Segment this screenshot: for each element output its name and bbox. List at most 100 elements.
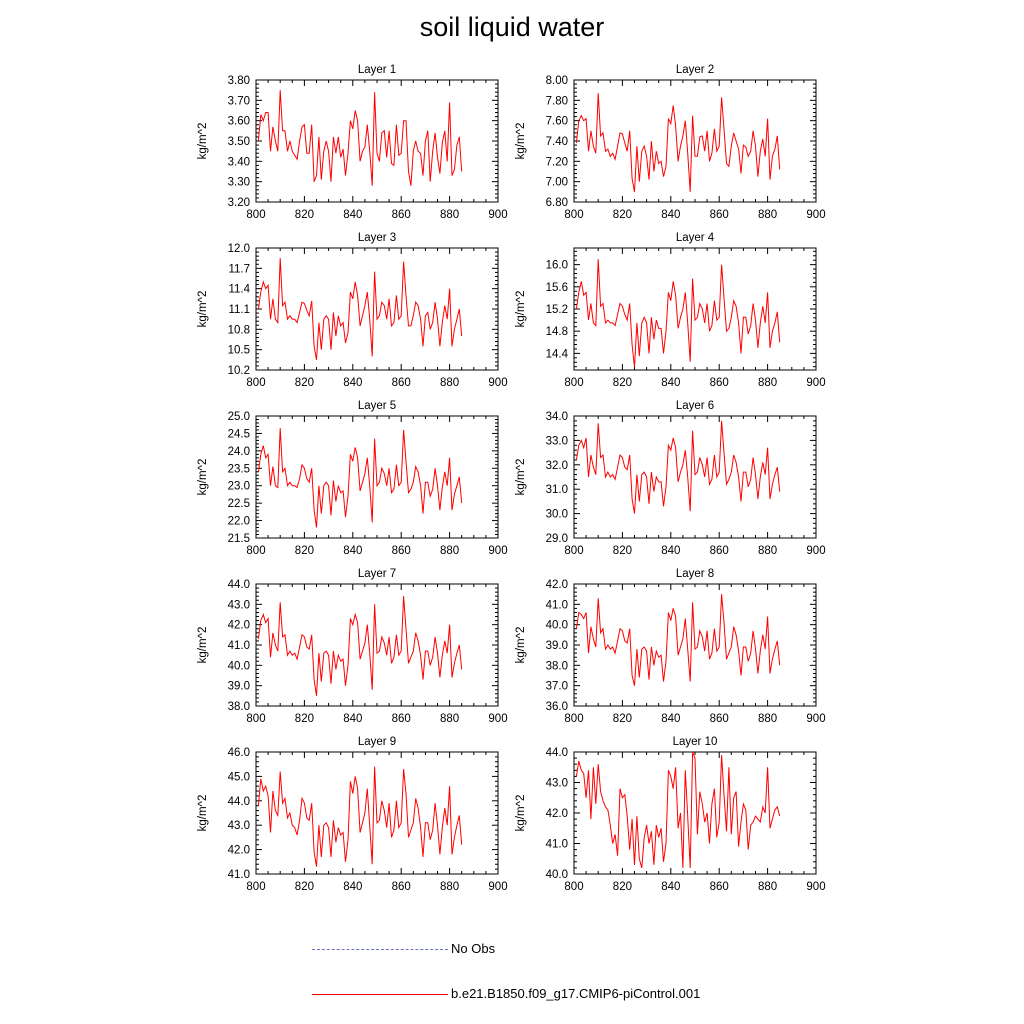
- x-tick-label: 900: [806, 209, 825, 221]
- x-tick-label: 860: [710, 377, 729, 389]
- y-axis-label: kg/m^2: [197, 795, 209, 832]
- x-tick-label: 820: [295, 545, 314, 557]
- x-tick-label: 820: [295, 881, 314, 893]
- x-tick-label: 860: [710, 881, 729, 893]
- y-tick-label: 22.5: [228, 498, 250, 510]
- series-line: [575, 259, 781, 368]
- panel-title: Layer 5: [358, 400, 396, 412]
- x-tick-label: 860: [392, 545, 411, 557]
- x-tick-label: 880: [758, 881, 777, 893]
- y-tick-label: 37.0: [546, 681, 568, 693]
- y-tick-label: 31.0: [546, 484, 568, 496]
- x-tick-label: 840: [661, 209, 680, 221]
- y-tick-label: 7.40: [546, 136, 568, 148]
- x-tick-label: 840: [343, 209, 362, 221]
- x-tick-label: 840: [661, 713, 680, 725]
- y-tick-label: 14.4: [546, 348, 569, 360]
- y-axis-label: kg/m^2: [515, 291, 527, 328]
- x-tick-label: 860: [710, 209, 729, 221]
- x-tick-label: 840: [343, 713, 362, 725]
- panel-title: Layer 2: [676, 64, 714, 76]
- x-tick-label: 900: [806, 545, 825, 557]
- x-tick-label: 800: [564, 377, 583, 389]
- y-tick-label: 40.0: [546, 869, 568, 881]
- x-tick-label: 880: [758, 209, 777, 221]
- y-tick-label: 38.0: [546, 660, 568, 672]
- panel-title: Layer 8: [676, 568, 714, 580]
- x-tick-label: 840: [343, 881, 362, 893]
- series-line: [575, 93, 781, 192]
- y-tick-label: 11.4: [228, 284, 250, 296]
- y-tick-label: 3.20: [228, 197, 250, 209]
- y-tick-label: 41.0: [228, 640, 250, 652]
- y-tick-label: 40.0: [546, 620, 568, 632]
- plot-frame: [573, 79, 817, 203]
- y-tick-label: 46.0: [228, 747, 250, 759]
- x-tick-label: 820: [295, 713, 314, 725]
- y-tick-label: 43.0: [228, 599, 250, 611]
- panel-title: Layer 6: [676, 400, 714, 412]
- y-tick-label: 45.0: [228, 771, 250, 783]
- y-tick-label: 10.5: [228, 345, 250, 357]
- x-tick-label: 800: [564, 545, 583, 557]
- x-tick-label: 900: [488, 545, 507, 557]
- y-tick-label: 29.0: [546, 533, 568, 545]
- y-axis-label: kg/m^2: [515, 795, 527, 832]
- y-tick-label: 3.30: [228, 177, 250, 189]
- y-tick-label: 34.0: [546, 411, 568, 423]
- x-tick-label: 880: [758, 377, 777, 389]
- series-line: [575, 420, 781, 514]
- series-line: [257, 258, 463, 360]
- y-tick-label: 7.60: [546, 116, 568, 128]
- x-tick-label: 800: [246, 377, 265, 389]
- panel-layer-9: Layer 9 800 820 840 860 880 900 41.0 42.0 43.0 44.…: [197, 736, 508, 893]
- x-tick-label: 800: [246, 881, 265, 893]
- x-tick-label: 880: [440, 209, 459, 221]
- y-tick-label: 24.5: [228, 428, 250, 440]
- series-line: [575, 751, 781, 869]
- x-tick-label: 880: [758, 545, 777, 557]
- y-tick-label: 3.50: [228, 136, 250, 148]
- y-tick-label: 11.1: [228, 304, 250, 316]
- panel-layer-4: Layer 4 800 820 840 860 880 900 14.4 14.8 15.2 15.…: [515, 232, 826, 389]
- plot-frame: [573, 247, 817, 371]
- y-tick-label: 3.40: [228, 156, 250, 168]
- x-tick-label: 860: [392, 209, 411, 221]
- y-tick-label: 8.00: [546, 75, 568, 87]
- legend-model-swatch: [312, 994, 448, 995]
- panel-layer-10: Layer 10 800 820 840 860 880 900 40.0 41.0 42.0 43…: [515, 736, 826, 893]
- x-tick-label: 860: [392, 713, 411, 725]
- y-axis-label: kg/m^2: [197, 123, 209, 160]
- y-tick-label: 11.7: [228, 263, 250, 275]
- x-tick-label: 820: [613, 713, 632, 725]
- figure-title: soil liquid water: [419, 12, 605, 42]
- series-line: [257, 596, 463, 696]
- y-tick-label: 7.00: [546, 177, 568, 189]
- x-tick-label: 900: [488, 881, 507, 893]
- series-line: [257, 90, 463, 186]
- y-tick-label: 41.0: [228, 869, 250, 881]
- y-tick-label: 38.0: [228, 701, 250, 713]
- y-tick-label: 30.0: [546, 509, 568, 521]
- series-line: [575, 594, 781, 686]
- y-tick-label: 14.8: [546, 326, 568, 338]
- y-tick-label: 41.0: [546, 839, 568, 851]
- y-tick-label: 25.0: [228, 411, 250, 423]
- legend-obs-swatch: [312, 949, 448, 950]
- x-tick-label: 900: [806, 881, 825, 893]
- y-tick-label: 32.0: [546, 460, 568, 472]
- x-tick-label: 820: [613, 377, 632, 389]
- x-tick-label: 880: [440, 881, 459, 893]
- y-tick-label: 40.0: [228, 660, 250, 672]
- y-axis-label: kg/m^2: [515, 627, 527, 664]
- y-tick-label: 3.80: [228, 75, 250, 87]
- y-tick-label: 44.0: [228, 796, 250, 808]
- panel-title: Layer 9: [358, 736, 396, 748]
- x-tick-label: 840: [661, 881, 680, 893]
- x-tick-label: 800: [564, 881, 583, 893]
- x-tick-label: 900: [488, 209, 507, 221]
- y-tick-label: 6.80: [546, 197, 568, 209]
- y-tick-label: 15.2: [546, 304, 568, 316]
- x-tick-label: 900: [806, 713, 825, 725]
- y-tick-label: 21.5: [228, 533, 250, 545]
